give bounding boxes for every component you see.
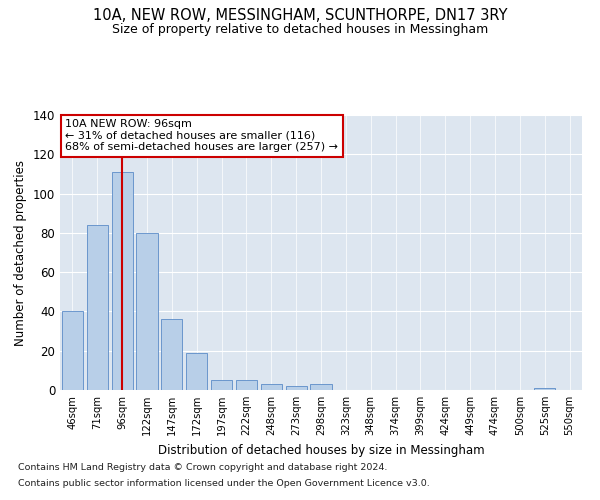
Bar [310,384,332,390]
Bar [261,384,282,390]
Text: 10A, NEW ROW, MESSINGHAM, SCUNTHORPE, DN17 3RY: 10A, NEW ROW, MESSINGHAM, SCUNTHORPE, DN… [93,8,507,22]
Text: Size of property relative to detached houses in Messingham: Size of property relative to detached ho… [112,22,488,36]
Bar [534,388,555,390]
X-axis label: Distribution of detached houses by size in Messingham: Distribution of detached houses by size … [158,444,484,456]
Y-axis label: Number of detached properties: Number of detached properties [14,160,27,346]
Bar [62,312,83,390]
Text: 10A NEW ROW: 96sqm
← 31% of detached houses are smaller (116)
68% of semi-detach: 10A NEW ROW: 96sqm ← 31% of detached hou… [65,119,338,152]
Bar [211,380,232,390]
Bar [286,386,307,390]
Bar [87,225,108,390]
Bar [112,172,133,390]
Bar [186,352,207,390]
Text: Contains HM Land Registry data © Crown copyright and database right 2024.: Contains HM Land Registry data © Crown c… [18,464,388,472]
Text: Contains public sector information licensed under the Open Government Licence v3: Contains public sector information licen… [18,478,430,488]
Bar [161,320,182,390]
Bar [136,233,158,390]
Bar [236,380,257,390]
